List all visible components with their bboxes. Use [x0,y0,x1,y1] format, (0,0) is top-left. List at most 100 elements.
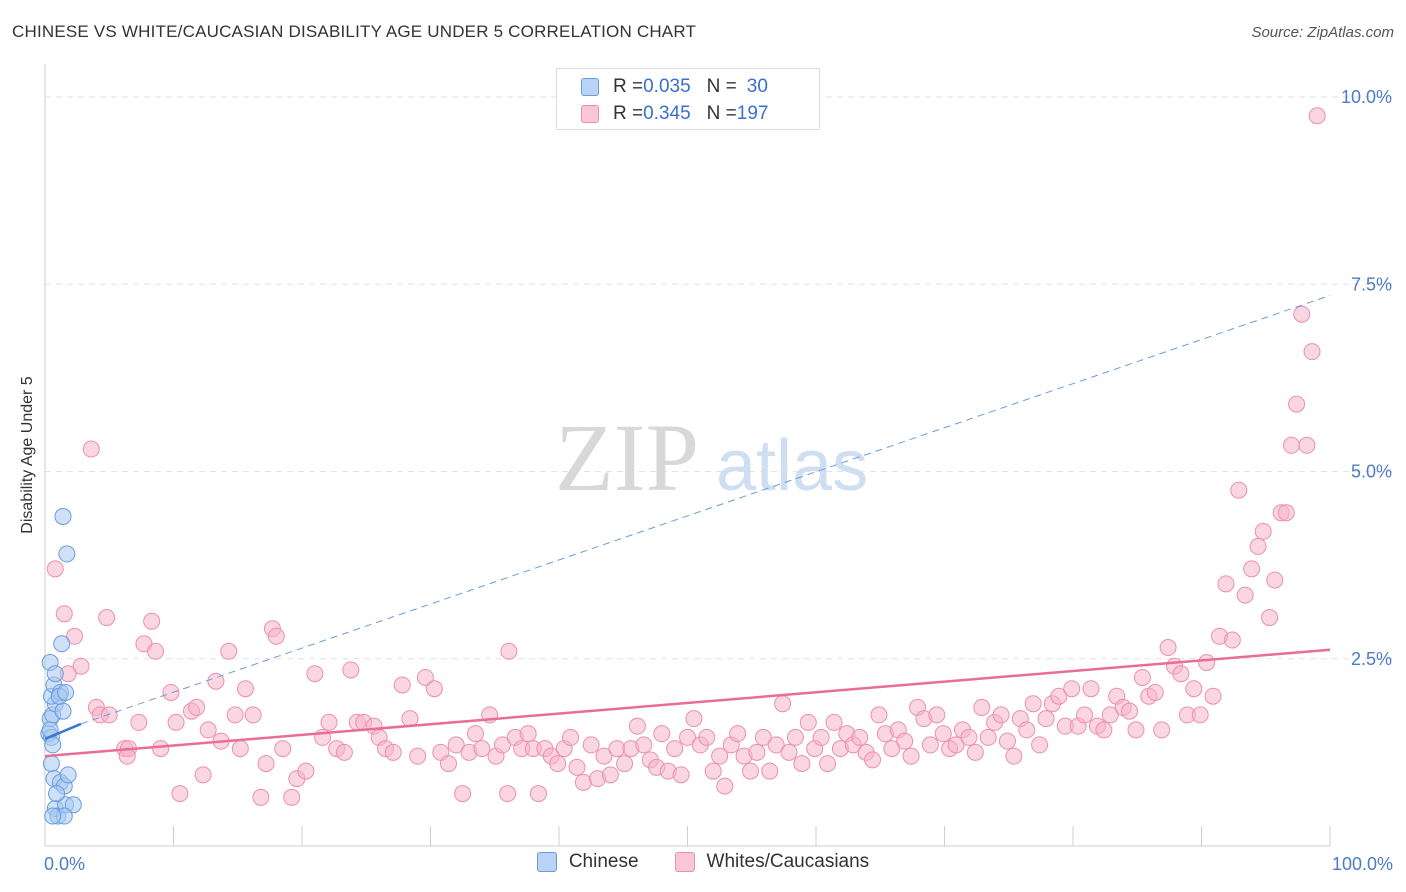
legend-n-label: N = [706,103,737,124]
legend-label-whites: Whites/Caucasians [706,851,870,872]
data-point-whites [582,736,600,754]
data-point-whites [1050,687,1068,705]
data-point-whites [601,766,619,784]
y-tick-label: 2.5% [1351,649,1392,669]
data-point-whites [1082,680,1100,698]
watermark: ZIP atlas [555,404,868,511]
trend-line-whites [44,648,1331,758]
data-point-whites [257,755,275,773]
data-point-whites [46,560,64,578]
data-point-whites [812,728,830,746]
data-point-whites [774,695,792,713]
data-point-whites [1101,706,1119,724]
data-point-whites [685,710,703,728]
data-point-whites [416,668,434,686]
legend-swatch-whites [674,852,695,872]
tick-labels: 2.5% 5.0% 7.5% 10.0% 0.0% 100.0% [44,87,1393,874]
data-point-whites [306,665,324,683]
axes [44,64,1331,847]
data-point-whites [896,732,914,750]
data-point-whites [143,612,161,630]
y-tick-label: 5.0% [1351,462,1392,482]
data-point-whites [220,642,238,660]
data-point-whites [393,676,411,694]
data-point-whites [500,642,518,660]
data-point-whites [616,755,634,773]
data-point-whites [1024,695,1042,713]
data-point-whites [864,751,882,769]
data-point-whites [1249,537,1267,555]
data-point-whites [199,721,217,739]
data-point-whites [1277,504,1295,522]
data-point-whites [1217,575,1235,593]
data-point-whites [947,736,965,754]
data-point-chinese [64,796,82,814]
data-point-whites [767,736,785,754]
source-label: Source: ZipAtlas.com [1251,24,1394,41]
data-point-whites [147,642,165,660]
data-point-whites [439,755,457,773]
legend-r-value: 0.035 [643,76,691,97]
data-point-whites [162,683,180,701]
data-point-whites [283,788,301,806]
data-point-whites [653,725,671,743]
data-point-chinese [48,785,66,803]
data-point-chinese [54,702,72,720]
data-point-chinese [57,683,75,701]
data-point-whites [1121,702,1139,720]
data-point-whites [519,725,537,743]
x-tick-label: 0.0% [44,854,85,874]
series-legend: Chinese Whites/Caucasians [0,851,1406,873]
data-point-whites [1266,571,1284,589]
data-point-whites [466,725,484,743]
data-point-whites [72,657,90,675]
data-point-whites [698,728,716,746]
data-point-whites [748,743,766,761]
legend-label-chinese: Chinese [568,851,639,872]
data-point-whites [761,762,779,780]
legend-swatch-chinese [581,78,599,96]
data-point-whites [979,728,997,746]
legend-item-whites[interactable]: Whites/Caucasians [674,851,870,873]
legend-n-value: 30 [746,76,768,97]
data-point-whites [252,788,270,806]
data-point-whites [921,736,939,754]
data-point-whites [274,740,292,758]
data-point-whites [562,728,580,746]
data-point-whites [1288,395,1306,413]
data-point-chinese [46,665,64,683]
data-point-whites [267,627,285,645]
data-point-whites [1037,710,1055,728]
legend-item-chinese[interactable]: Chinese [536,851,639,873]
data-point-whites [1282,436,1300,454]
data-point-whites [1076,706,1094,724]
data-point-whites [1063,680,1081,698]
watermark-atlas: atlas [716,426,868,506]
data-point-whites [1095,721,1113,739]
data-point-whites [1303,343,1321,361]
data-point-whites [1243,560,1261,578]
data-point-whites [167,713,185,731]
data-point-whites [529,785,547,803]
legend-row-chinese: R = 0.035 N = 30 [581,74,768,100]
data-point-whites [244,706,262,724]
data-point-whites [1223,631,1241,649]
trend-lines [44,295,1331,758]
data-point-whites [409,747,427,765]
data-point-whites [870,706,888,724]
data-point-whites [320,713,338,731]
data-point-whites [1298,436,1316,454]
legend-r-value: 0.345 [643,103,691,124]
data-point-whites [499,785,517,803]
data-point-whites [236,680,254,698]
data-point-whites [171,785,189,803]
data-point-whites [1261,609,1279,627]
data-point-whites [902,747,920,765]
data-point-whites [1127,721,1145,739]
data-point-whites [793,755,811,773]
data-point-whites [100,706,118,724]
data-point-whites [188,698,206,716]
data-point-whites [226,706,244,724]
data-point-whites [825,713,843,731]
